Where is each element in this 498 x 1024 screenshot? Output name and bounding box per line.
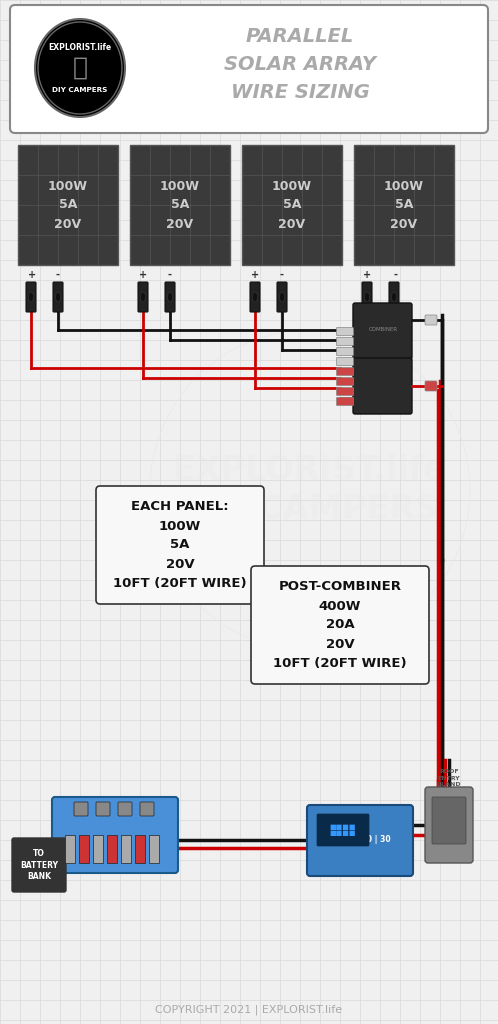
- FancyBboxPatch shape: [250, 282, 260, 312]
- Text: MPPT 100 | 30: MPPT 100 | 30: [329, 836, 391, 845]
- Text: COPYRIGHT 2021 | EXPLORIST.life: COPYRIGHT 2021 | EXPLORIST.life: [155, 1005, 343, 1015]
- Text: DIY CAMPERS: DIY CAMPERS: [52, 87, 108, 93]
- Ellipse shape: [279, 292, 284, 302]
- Text: EXPLORIST.life: EXPLORIST.life: [48, 43, 112, 52]
- Text: COMBINER: COMBINER: [369, 327, 397, 332]
- FancyBboxPatch shape: [130, 145, 230, 265]
- Text: ROOF
ENTRY
GLAND: ROOF ENTRY GLAND: [437, 769, 461, 786]
- FancyBboxPatch shape: [140, 802, 154, 816]
- FancyBboxPatch shape: [337, 387, 354, 395]
- FancyBboxPatch shape: [96, 802, 110, 816]
- FancyBboxPatch shape: [12, 838, 66, 892]
- FancyBboxPatch shape: [149, 835, 159, 863]
- Ellipse shape: [365, 292, 370, 302]
- Text: 100W
5A
20V: 100W 5A 20V: [384, 179, 424, 230]
- FancyBboxPatch shape: [10, 5, 488, 133]
- Text: ■■■■
■■■■: ■■■■ ■■■■: [330, 823, 356, 837]
- FancyBboxPatch shape: [165, 282, 175, 312]
- FancyBboxPatch shape: [337, 368, 354, 376]
- FancyBboxPatch shape: [354, 145, 454, 265]
- Ellipse shape: [167, 292, 172, 302]
- Ellipse shape: [252, 292, 257, 302]
- Text: EXPLORIST.life
DIY CAMPERS: EXPLORIST.life DIY CAMPERS: [173, 455, 447, 525]
- FancyBboxPatch shape: [337, 328, 354, 336]
- FancyBboxPatch shape: [337, 357, 354, 366]
- FancyBboxPatch shape: [74, 802, 88, 816]
- Text: POST-COMBINER
400W
20A
20V
10FT (20FT WIRE): POST-COMBINER 400W 20A 20V 10FT (20FT WI…: [273, 581, 407, 670]
- FancyBboxPatch shape: [18, 145, 118, 265]
- Text: 100W
5A
20V: 100W 5A 20V: [160, 179, 200, 230]
- FancyBboxPatch shape: [353, 358, 412, 414]
- FancyBboxPatch shape: [26, 282, 36, 312]
- Text: EACH PANEL:
100W
5A
20V
10FT (20FT WIRE): EACH PANEL: 100W 5A 20V 10FT (20FT WIRE): [113, 501, 247, 590]
- FancyBboxPatch shape: [337, 338, 354, 345]
- FancyBboxPatch shape: [362, 282, 372, 312]
- FancyBboxPatch shape: [307, 805, 413, 876]
- FancyBboxPatch shape: [79, 835, 89, 863]
- FancyBboxPatch shape: [52, 797, 178, 873]
- Text: TO
BATTERY
BANK: TO BATTERY BANK: [20, 849, 58, 882]
- Ellipse shape: [140, 292, 145, 302]
- Ellipse shape: [55, 292, 60, 302]
- FancyBboxPatch shape: [53, 282, 63, 312]
- FancyBboxPatch shape: [251, 566, 429, 684]
- FancyBboxPatch shape: [121, 835, 131, 863]
- FancyBboxPatch shape: [107, 835, 117, 863]
- Ellipse shape: [28, 292, 33, 302]
- Text: +: +: [363, 270, 371, 280]
- Text: +: +: [139, 270, 147, 280]
- Text: PARALLEL
SOLAR ARRAY
WIRE SIZING: PARALLEL SOLAR ARRAY WIRE SIZING: [224, 28, 376, 102]
- FancyBboxPatch shape: [118, 802, 132, 816]
- Text: -: -: [393, 270, 397, 280]
- Text: 100W
5A
20V: 100W 5A 20V: [272, 179, 312, 230]
- FancyBboxPatch shape: [277, 282, 287, 312]
- Text: -: -: [168, 270, 172, 280]
- FancyBboxPatch shape: [353, 303, 412, 359]
- FancyBboxPatch shape: [337, 397, 354, 406]
- FancyBboxPatch shape: [138, 282, 148, 312]
- FancyBboxPatch shape: [65, 835, 75, 863]
- Text: 100W
5A
20V: 100W 5A 20V: [48, 179, 88, 230]
- Text: ⬜: ⬜: [73, 56, 88, 80]
- FancyBboxPatch shape: [93, 835, 103, 863]
- FancyBboxPatch shape: [337, 347, 354, 355]
- FancyBboxPatch shape: [425, 315, 437, 325]
- Text: -: -: [280, 270, 284, 280]
- FancyBboxPatch shape: [432, 797, 466, 844]
- Text: +: +: [28, 270, 36, 280]
- Ellipse shape: [35, 19, 125, 117]
- FancyBboxPatch shape: [317, 814, 369, 846]
- FancyBboxPatch shape: [337, 378, 354, 385]
- FancyBboxPatch shape: [96, 486, 264, 604]
- Text: +: +: [251, 270, 259, 280]
- FancyBboxPatch shape: [242, 145, 342, 265]
- FancyBboxPatch shape: [425, 381, 437, 391]
- Ellipse shape: [391, 292, 396, 302]
- Text: -: -: [56, 270, 60, 280]
- FancyBboxPatch shape: [135, 835, 145, 863]
- FancyBboxPatch shape: [425, 787, 473, 863]
- FancyBboxPatch shape: [389, 282, 399, 312]
